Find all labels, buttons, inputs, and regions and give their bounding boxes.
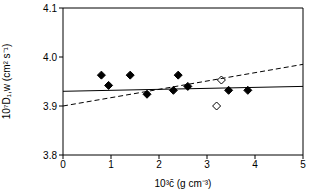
svg-text:5: 5 — [300, 159, 306, 170]
svg-text:3.9: 3.9 — [43, 101, 57, 112]
svg-text:0: 0 — [60, 159, 66, 170]
svg-text:2: 2 — [156, 159, 162, 170]
svg-text:4.1: 4.1 — [43, 3, 57, 14]
svg-text:1: 1 — [108, 159, 114, 170]
svg-text:3: 3 — [204, 159, 210, 170]
svg-text:4: 4 — [252, 159, 258, 170]
svg-text:10³c̄ (g cm⁻³): 10³c̄ (g cm⁻³) — [155, 178, 212, 189]
svg-text:4.0: 4.0 — [43, 52, 57, 63]
svg-text:3.8: 3.8 — [43, 150, 57, 161]
svg-text:10⁷D₁,w (cm² s⁻¹): 10⁷D₁,w (cm² s⁻¹) — [8, 44, 12, 120]
